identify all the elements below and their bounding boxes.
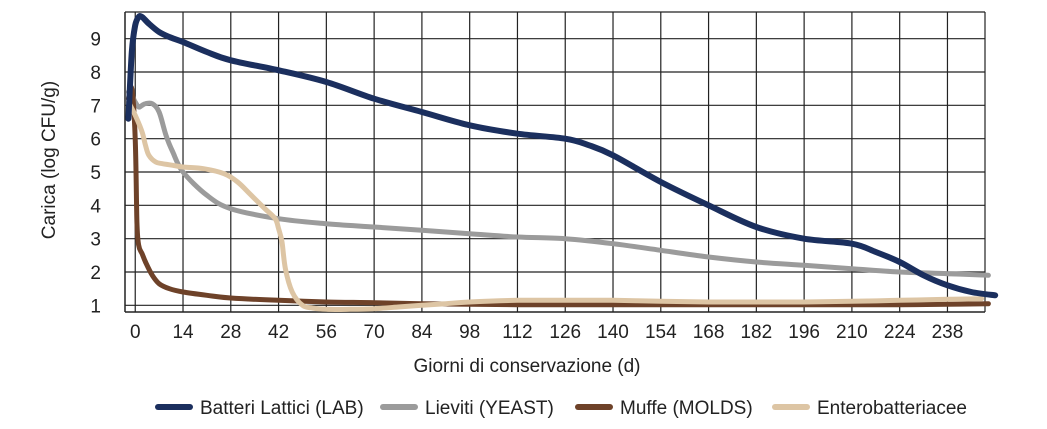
x-tick-label: 84	[411, 322, 433, 343]
x-tick-label: 42	[268, 322, 289, 343]
y-tick-label: 4	[90, 196, 101, 217]
x-tick-label: 196	[788, 322, 820, 343]
x-tick-label: 210	[836, 322, 868, 343]
x-tick-label: 112	[502, 322, 532, 343]
axes	[124, 12, 985, 313]
series-line-lieviti-yeast	[125, 89, 991, 278]
x-axis-label: Giorni di conservazione (d)	[413, 356, 640, 377]
y-tick-label: 5	[90, 163, 101, 184]
x-tick-label: 98	[459, 322, 480, 343]
y-tick-label: 1	[90, 296, 101, 317]
legend-label-batteri-lattici-lab: Batteri Lattici (LAB)	[200, 398, 364, 419]
series-line-enterobatteriacee	[125, 99, 985, 312]
x-tick-label: 168	[693, 322, 725, 343]
y-tick-label: 8	[90, 63, 101, 84]
series-lines	[125, 13, 999, 312]
tick-labels: 0 14 28 42 56 70 84 98 112 126 140 154 168 182 196 210 2…	[90, 30, 963, 343]
y-tick-label: 6	[90, 130, 101, 151]
x-tick-label: 224	[884, 322, 916, 343]
x-tick-label: 238	[932, 322, 964, 343]
x-tick-label: 14	[172, 322, 194, 343]
x-tick-label: 0	[130, 322, 141, 343]
x-tick-label: 140	[597, 322, 629, 343]
series-line-muffe-molds	[125, 84, 991, 308]
y-tick-label: 3	[90, 230, 101, 251]
legend-label-enterobatteriacee: Enterobatteriacee	[817, 398, 967, 419]
x-tick-label: 56	[316, 322, 337, 343]
legend-label-lieviti-yeast: Lieviti (YEAST)	[425, 398, 554, 419]
x-tick-label: 126	[549, 322, 581, 343]
x-tick-label: 154	[645, 322, 677, 343]
y-axis-label: Carica (log CFU/g)	[39, 81, 60, 239]
x-tick-label: 70	[364, 322, 385, 343]
legend-label-muffe-molds: Muffe (MOLDS)	[620, 398, 753, 419]
y-tick-label: 2	[90, 263, 101, 284]
series-line-batteri-lattici-lab	[125, 13, 999, 299]
x-tick-label: 28	[220, 322, 241, 343]
legend: Batteri Lattici (LAB) Lieviti (YEAST) Muff…	[155, 398, 967, 419]
x-tick-label: 182	[740, 322, 772, 343]
y-tick-label: 9	[90, 30, 101, 51]
y-tick-label: 7	[90, 96, 101, 117]
